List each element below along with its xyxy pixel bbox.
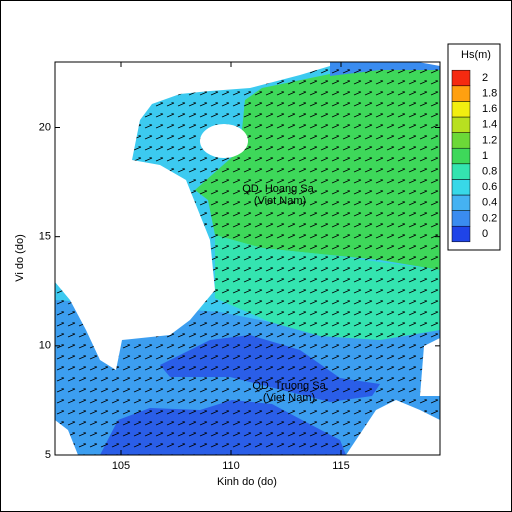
colorbar-tick-label: 1.6 xyxy=(482,103,497,115)
colorbar-swatch xyxy=(451,101,471,118)
x-tick-label: 115 xyxy=(332,460,350,472)
colorbar-tick-label: 0 xyxy=(482,228,488,240)
x-axis-label: Kinh do (do) xyxy=(217,476,277,488)
y-tick-label: 15 xyxy=(39,231,51,243)
colorbar-swatch xyxy=(451,163,471,180)
colorbar-title: Hs(m) xyxy=(461,49,491,61)
colorbar-swatch xyxy=(451,85,471,102)
colorbar-swatch xyxy=(451,132,471,149)
colorbar-swatch xyxy=(451,116,471,133)
colorbar-tick-label: 0.4 xyxy=(482,197,497,209)
colorbar-swatch xyxy=(451,69,471,87)
y-axis-label: Vi do (do) xyxy=(14,234,26,282)
x-tick-label: 110 xyxy=(222,460,240,472)
annotation: (Viet Nam) xyxy=(254,195,306,207)
colorbar-tick-label: 2 xyxy=(482,72,488,84)
colorbar-tick-label: 1.8 xyxy=(482,88,497,100)
colorbar-tick-label: 0.6 xyxy=(482,181,497,193)
colorbar-swatch xyxy=(451,179,471,196)
plot-frame xyxy=(54,61,441,456)
annotation: QD. Truong Sa xyxy=(252,380,326,392)
colorbar-tick-label: 1.4 xyxy=(482,119,497,131)
colorbar-tick-label: 0.2 xyxy=(482,212,497,224)
annotation: QD. Hoang Sa xyxy=(242,183,314,195)
y-tick-label: 10 xyxy=(39,340,51,352)
y-tick-label: 20 xyxy=(39,121,51,133)
colorbar-swatch xyxy=(451,225,471,243)
y-tick-label: 5 xyxy=(45,449,51,461)
x-tick-label: 105 xyxy=(112,460,130,472)
map-field xyxy=(55,62,440,455)
colorbar-tick-label: 0.8 xyxy=(482,166,497,178)
annotation: (Viet Nam) xyxy=(263,392,315,404)
colorbar-tick-label: 1 xyxy=(482,150,488,162)
colorbar-swatch xyxy=(451,194,471,211)
colorbar-tick-label: 1.2 xyxy=(482,134,497,146)
colorbar-swatch xyxy=(451,147,471,165)
colorbar-swatch xyxy=(451,210,471,227)
